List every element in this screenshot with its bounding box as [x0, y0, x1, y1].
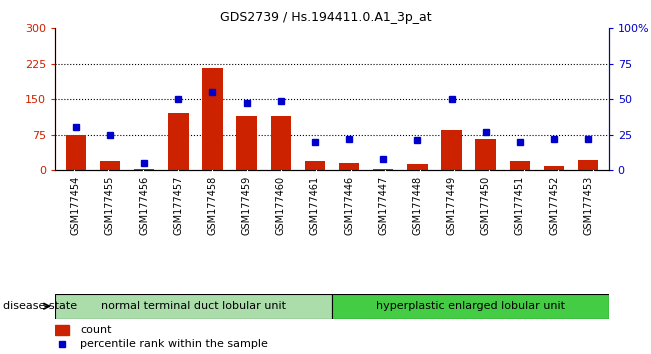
Text: GSM177452: GSM177452: [549, 176, 559, 235]
Bar: [55, 294, 332, 319]
Bar: [100, 161, 120, 170]
Text: GSM177459: GSM177459: [242, 176, 252, 235]
Text: GSM177453: GSM177453: [583, 176, 593, 235]
Bar: [236, 116, 257, 170]
Bar: [271, 116, 291, 170]
Text: percentile rank within the sample: percentile rank within the sample: [80, 339, 268, 349]
Text: disease state: disease state: [3, 301, 77, 311]
Bar: [55, 325, 69, 335]
Bar: [305, 161, 326, 170]
Bar: [168, 113, 189, 170]
Text: GSM177454: GSM177454: [71, 176, 81, 235]
Bar: [66, 135, 86, 170]
Text: hyperplastic enlarged lobular unit: hyperplastic enlarged lobular unit: [376, 301, 565, 311]
Bar: [134, 169, 154, 170]
Text: GSM177461: GSM177461: [310, 176, 320, 235]
Text: count: count: [80, 325, 112, 335]
Text: GSM177449: GSM177449: [447, 176, 456, 235]
Bar: [407, 164, 428, 170]
Bar: [578, 160, 598, 170]
Bar: [332, 294, 609, 319]
Text: normal terminal duct lobular unit: normal terminal duct lobular unit: [101, 301, 286, 311]
Text: GSM177460: GSM177460: [276, 176, 286, 235]
Text: GSM177450: GSM177450: [480, 176, 491, 235]
Bar: [373, 169, 393, 170]
Text: GSM177446: GSM177446: [344, 176, 354, 235]
Text: GSM177451: GSM177451: [515, 176, 525, 235]
Text: GSM177447: GSM177447: [378, 176, 388, 235]
Text: GSM177457: GSM177457: [173, 176, 184, 235]
Bar: [202, 68, 223, 170]
Bar: [475, 139, 496, 170]
Text: GSM177448: GSM177448: [412, 176, 422, 235]
Bar: [441, 130, 462, 170]
Text: GSM177456: GSM177456: [139, 176, 149, 235]
Text: GDS2739 / Hs.194411.0.A1_3p_at: GDS2739 / Hs.194411.0.A1_3p_at: [219, 11, 432, 24]
Text: GSM177455: GSM177455: [105, 176, 115, 235]
Text: GSM177458: GSM177458: [208, 176, 217, 235]
Bar: [544, 166, 564, 170]
Bar: [339, 163, 359, 170]
Bar: [510, 161, 530, 170]
